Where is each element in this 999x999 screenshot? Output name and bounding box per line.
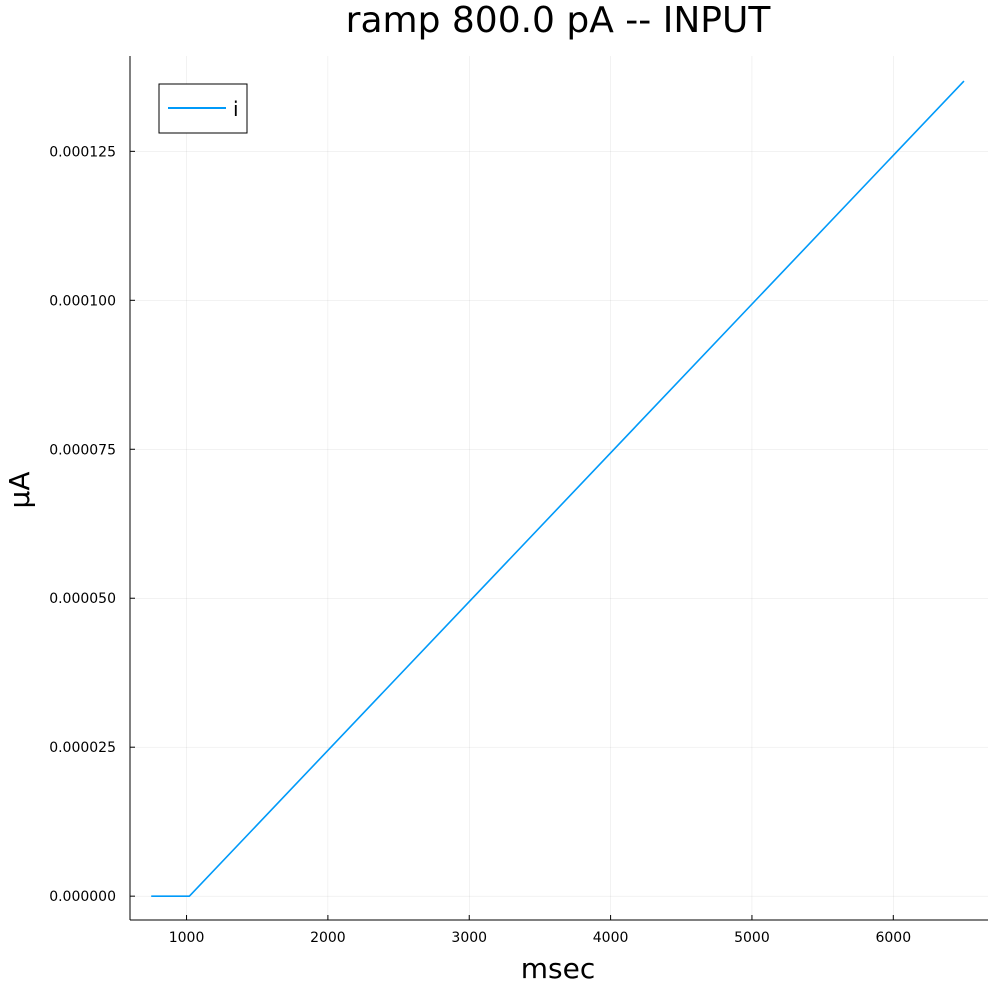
grid (130, 56, 988, 920)
ticks: 1000 2000 3000 4000 5000 6000 0.000000 0.000025… (49, 144, 911, 946)
series-line-i (151, 80, 965, 897)
y-tick-label: 0.000025 (49, 740, 116, 756)
y-tick-label: 0.000050 (49, 591, 116, 607)
legend-label-i: i (233, 97, 239, 121)
chart-title: ramp 800.0 pA -- INPUT (346, 0, 772, 41)
x-tick-label: 2000 (310, 930, 346, 946)
legend: i (158, 83, 248, 134)
y-tick-label: 0.000075 (49, 442, 116, 458)
x-tick-label: 6000 (875, 930, 911, 946)
y-axis-title: μA (3, 472, 36, 509)
series-layer (151, 80, 965, 897)
x-tick-label: 3000 (451, 930, 487, 946)
axes (129, 56, 988, 921)
x-tick-label: 4000 (593, 930, 629, 946)
y-tick-label: 0.000125 (49, 144, 116, 160)
y-tick-label: 0.000100 (49, 293, 116, 309)
x-axis-title: msec (521, 952, 595, 985)
x-tick-label: 5000 (734, 930, 770, 946)
x-tick-label: 1000 (169, 930, 205, 946)
y-tick-label: 0.000000 (49, 889, 116, 905)
